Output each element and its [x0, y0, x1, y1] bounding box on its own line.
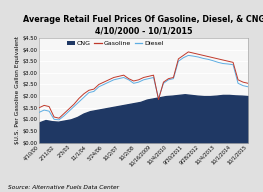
- Legend: CNG, Gasoline, Diesel: CNG, Gasoline, Diesel: [67, 41, 164, 46]
- Y-axis label: $U.S. Per Gasoline Gallon Equivalent: $U.S. Per Gasoline Gallon Equivalent: [15, 36, 20, 144]
- Text: Source: Alternative Fuels Data Center: Source: Alternative Fuels Data Center: [8, 185, 119, 190]
- Title: Average Retail Fuel Prices Of Gasoline, Diesel, & CNG
4/10/2000 - 10/1/2015: Average Retail Fuel Prices Of Gasoline, …: [23, 15, 263, 36]
